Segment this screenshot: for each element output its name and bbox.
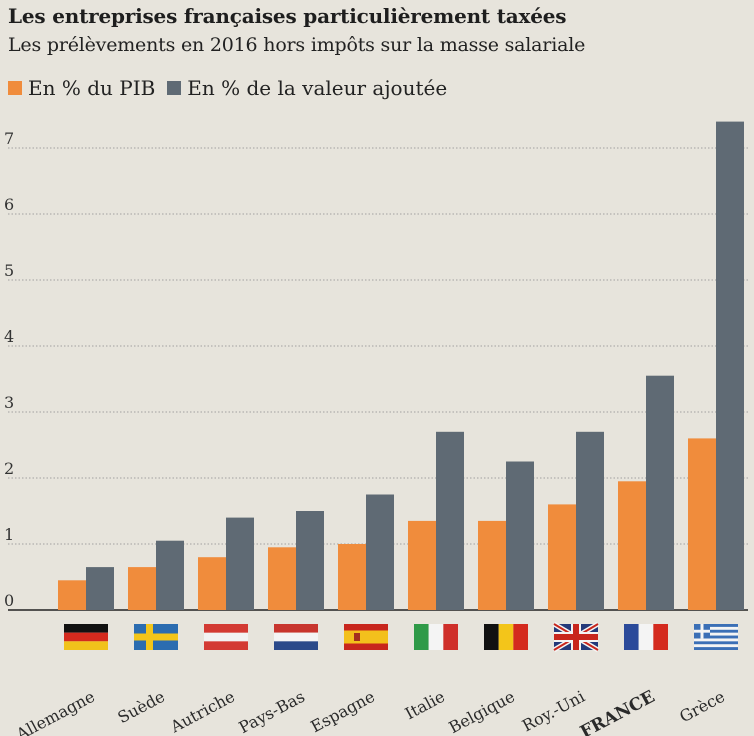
bar-value-added — [156, 540, 184, 610]
italy-flag-icon — [414, 624, 458, 650]
legend-swatch-value-added — [167, 81, 182, 95]
bar-value-added — [226, 517, 254, 610]
bar-gdp — [548, 504, 576, 610]
bar-value-added — [576, 431, 604, 610]
category-label: Roy.-Uni — [519, 687, 588, 736]
y-tick-label: 1 — [4, 525, 14, 544]
bar-value-added — [646, 375, 674, 610]
bar-gdp — [198, 557, 226, 610]
belgium-flag-icon — [484, 624, 528, 650]
category-label: Belgique — [446, 687, 518, 736]
bar-value-added — [506, 461, 534, 610]
y-tick-label: 3 — [4, 393, 14, 412]
chart-subtitle: Les prélèvements en 2016 hors impôts sur… — [8, 34, 586, 56]
netherlands-flag-icon — [274, 624, 318, 650]
bar-gdp — [618, 481, 646, 610]
bar-gdp — [58, 580, 86, 610]
bar-value-added — [366, 494, 394, 610]
sweden-flag-icon — [134, 624, 178, 650]
y-tick-label: 0 — [4, 591, 14, 610]
y-tick-label: 7 — [4, 129, 14, 148]
bar-gdp — [478, 520, 506, 610]
france-flag-icon — [624, 624, 668, 650]
y-tick-label: 5 — [4, 261, 14, 280]
greece-flag-icon — [694, 624, 738, 650]
legend-label-gdp: En % du PIB — [28, 76, 156, 100]
uk-flag-icon — [552, 621, 600, 653]
category-label: Autriche — [166, 687, 237, 736]
bar-gdp — [128, 567, 156, 610]
legend-swatch-gdp — [8, 81, 22, 95]
bar-value-added — [716, 121, 744, 610]
chart-title: Les entreprises françaises particulièrem… — [8, 4, 567, 28]
category-label: Grèce — [676, 687, 728, 726]
legend-label-value-added: En % de la valeur ajoutée — [187, 76, 448, 100]
bar-gdp — [338, 544, 366, 610]
legend-item-gdp: En % du PIB — [8, 76, 155, 100]
bar-gdp — [268, 547, 296, 610]
category-label: Allemagne — [12, 687, 98, 736]
germany-flag-icon — [64, 624, 108, 650]
bar-value-added — [436, 431, 464, 610]
category-label: Italie — [402, 687, 448, 723]
chart-legend: En % du PIB En % de la valeur ajoutée — [8, 76, 459, 100]
bar-value-added — [296, 511, 324, 610]
category-label: FRANCE — [577, 687, 658, 736]
bar-value-added — [86, 567, 114, 610]
spain-flag-icon — [344, 624, 388, 650]
category-label: Espagne — [307, 687, 377, 736]
austria-flag-icon — [204, 624, 248, 650]
category-label: Pays-Bas — [236, 687, 308, 736]
category-label: Suède — [114, 687, 167, 727]
y-tick-label: 4 — [4, 327, 14, 346]
bar-gdp — [688, 438, 716, 610]
y-tick-label: 2 — [4, 459, 14, 478]
y-tick-label: 6 — [4, 195, 14, 214]
bar-gdp — [408, 520, 436, 610]
legend-item-value-added: En % de la valeur ajoutée — [167, 76, 447, 100]
